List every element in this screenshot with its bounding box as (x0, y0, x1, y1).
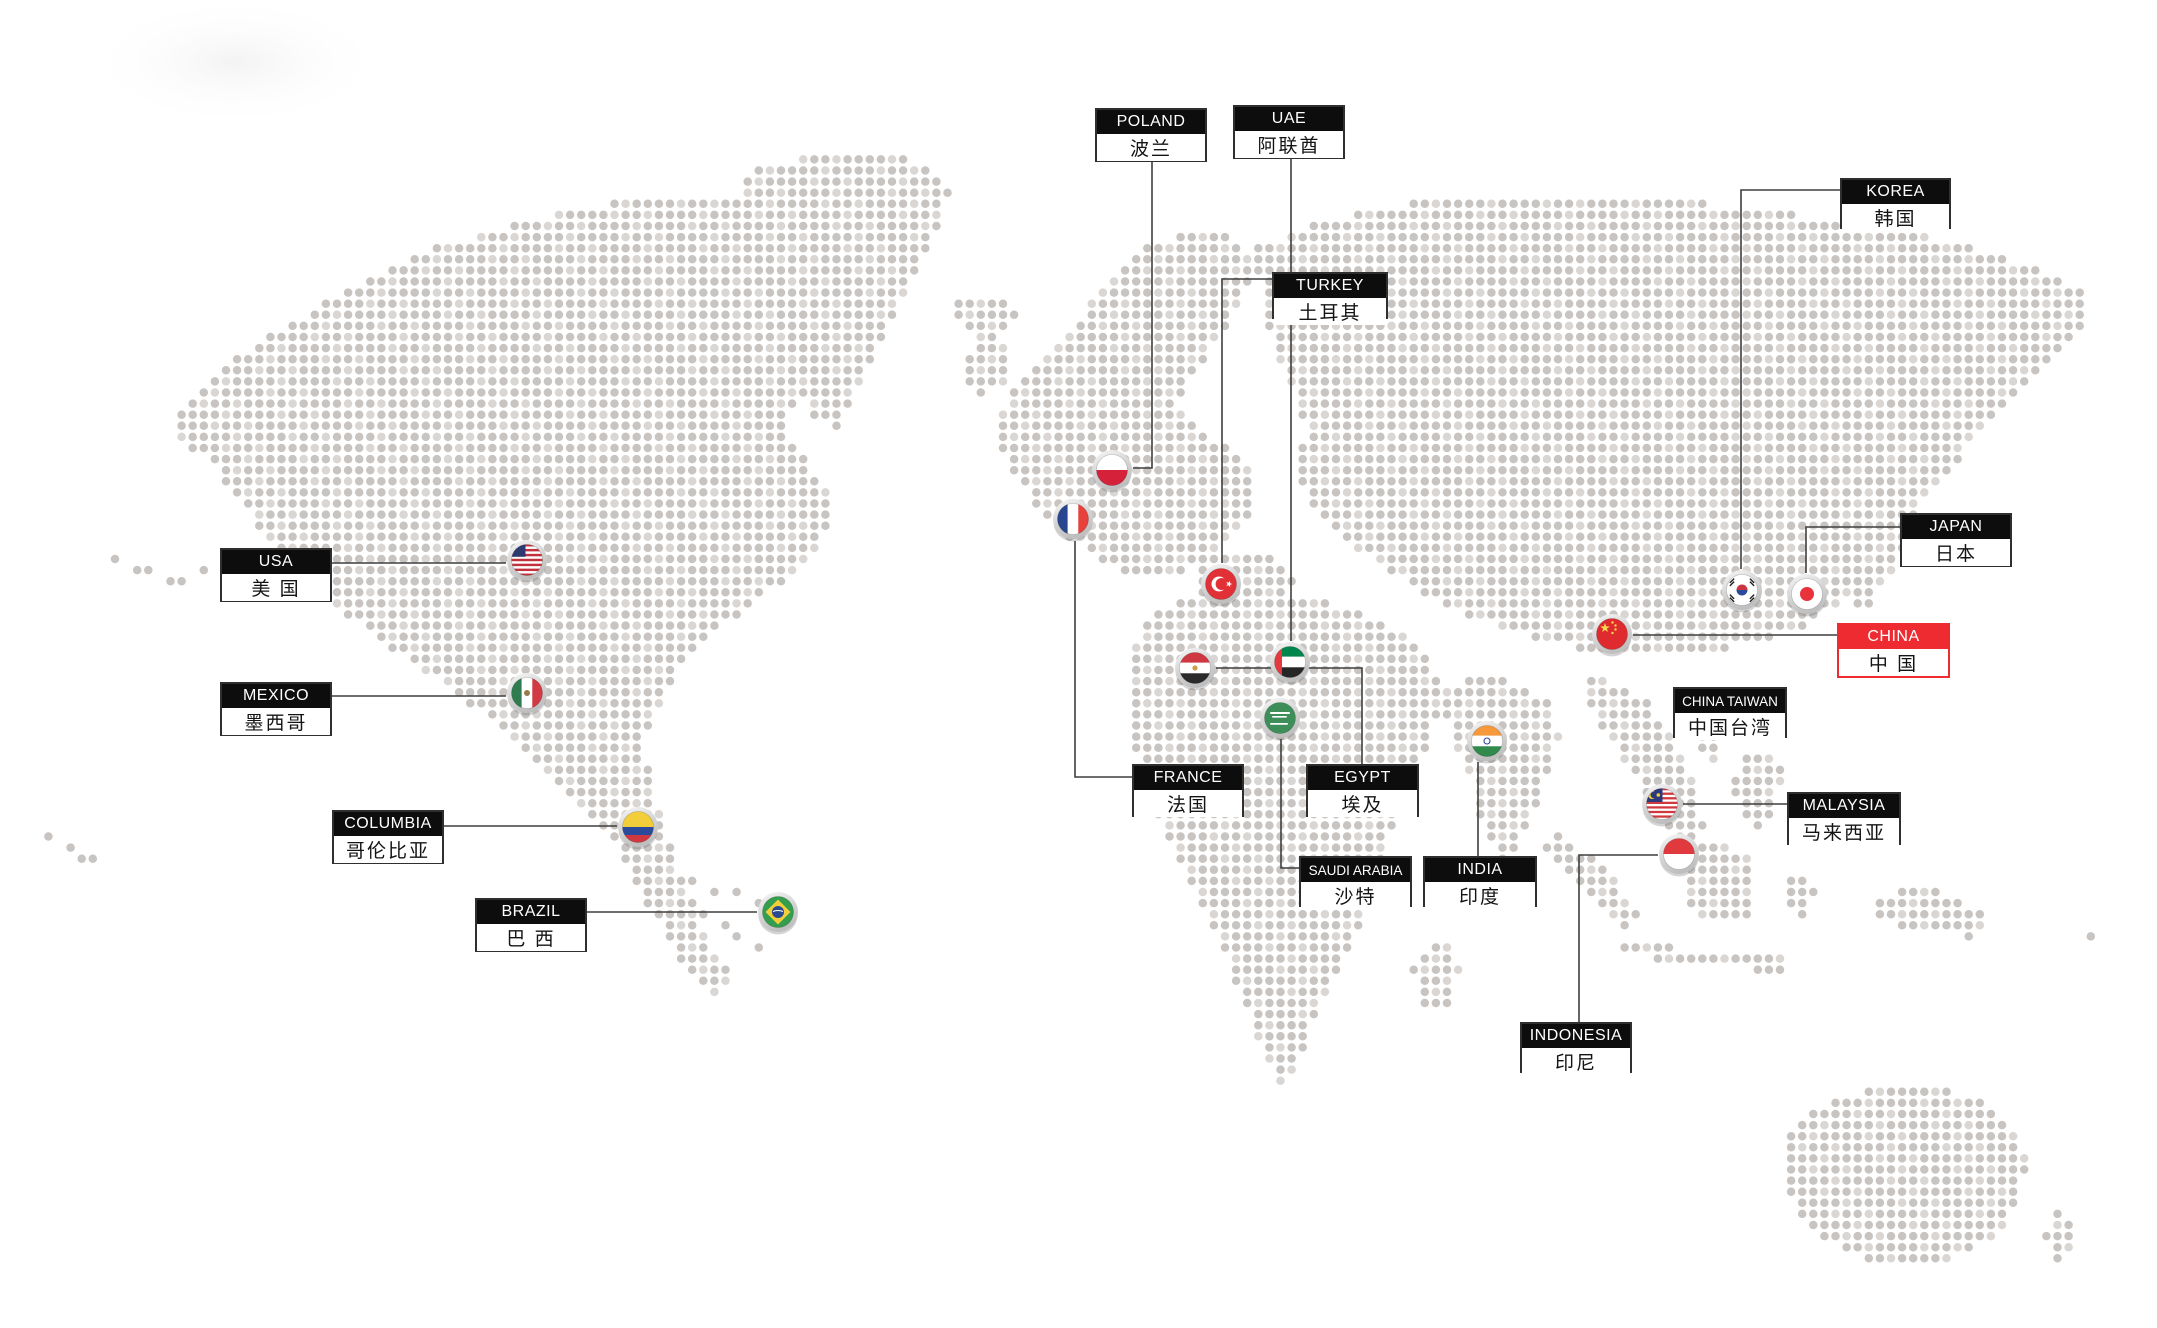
country-name-zh: 土耳其 (1274, 298, 1386, 325)
country-name-zh: 法国 (1134, 790, 1242, 817)
connector-indonesia (1578, 854, 1658, 1022)
country-name-zh: 中 国 (1839, 649, 1948, 676)
connector-poland (1133, 162, 1153, 469)
flag-malaysia-icon (1646, 788, 1678, 820)
marker-egypt (1175, 648, 1215, 691)
country-name-en: FRANCE (1134, 766, 1242, 790)
marker-malaysia (1642, 784, 1682, 827)
country-label-columbia: COLUMBIA 哥伦比亚 (332, 810, 444, 864)
connector-lines (332, 159, 1900, 1022)
marker-turkey (1201, 564, 1241, 607)
country-label-usa: USA 美 国 (220, 548, 332, 602)
flag-japan-icon (1791, 578, 1823, 610)
flag-brazil-icon (762, 896, 794, 928)
country-name-zh: 阿联酋 (1235, 131, 1343, 158)
connector-france (1074, 541, 1132, 778)
country-label-malaysia: MALAYSIA 马来西亚 (1787, 792, 1901, 845)
marker-columbia (618, 807, 658, 850)
connector-turkey (1221, 278, 1272, 563)
flag-china-icon (1596, 618, 1628, 650)
connector-saudi-arabia (1280, 739, 1299, 869)
country-label-japan: JAPAN 日本 (1900, 513, 2012, 567)
marker-brazil (758, 892, 798, 935)
country-name-zh: 墨西哥 (222, 708, 330, 735)
marker-saudi-arabia (1260, 698, 1300, 741)
flag-india-icon (1471, 725, 1503, 757)
flag-saudi-arabia-icon (1264, 702, 1296, 734)
country-name-zh: 日本 (1902, 539, 2010, 566)
marker-japan (1787, 574, 1827, 617)
country-name-en: CHINA TAIWAN (1675, 689, 1785, 713)
marker-korea (1722, 570, 1762, 613)
country-label-brazil: BRAZIL 巴 西 (475, 898, 587, 952)
connector-korea (1740, 189, 1840, 569)
country-label-korea: KOREA 韩国 (1840, 178, 1951, 231)
country-name-en: MEXICO (222, 684, 330, 708)
marker-france (1053, 499, 1093, 542)
country-label-india: INDIA 印度 (1423, 856, 1537, 909)
country-name-zh: 印尼 (1522, 1048, 1630, 1075)
country-name-en: BRAZIL (477, 900, 585, 924)
country-name-zh: 中国台湾 (1675, 713, 1785, 740)
country-label-uae: UAE 阿联酋 (1233, 105, 1345, 159)
country-name-en: INDIA (1425, 858, 1535, 882)
marker-usa (507, 540, 547, 583)
connector-japan (1805, 526, 1900, 573)
country-name-zh: 马来西亚 (1789, 818, 1899, 845)
country-name-en: UAE (1235, 107, 1343, 131)
country-label-turkey: TURKEY 土耳其 (1272, 272, 1388, 325)
country-name-en: POLAND (1097, 110, 1205, 134)
country-name-en: KOREA (1842, 180, 1949, 204)
marker-china (1592, 614, 1632, 657)
country-name-zh: 沙特 (1301, 882, 1410, 909)
country-name-en: COLUMBIA (334, 812, 442, 836)
flag-france-icon (1057, 503, 1089, 535)
flag-columbia-icon (622, 811, 654, 843)
flag-uae-icon (1274, 646, 1306, 678)
country-name-zh: 埃及 (1308, 790, 1417, 817)
country-name-en: USA (222, 550, 330, 574)
map-dots (44, 155, 2096, 1263)
country-label-indonesia: INDONESIA 印尼 (1520, 1022, 1632, 1075)
country-name-zh: 哥伦比亚 (334, 836, 442, 863)
country-name-zh: 韩国 (1842, 204, 1949, 231)
flag-mexico-icon (511, 677, 543, 709)
country-name-zh: 波兰 (1097, 134, 1205, 161)
country-name-en: EGYPT (1308, 766, 1417, 790)
country-label-poland: POLAND 波兰 (1095, 108, 1207, 162)
country-name-en: INDONESIA (1522, 1024, 1630, 1048)
flag-poland-icon (1096, 454, 1128, 486)
flag-egypt-icon (1179, 652, 1211, 684)
flag-turkey-icon (1205, 568, 1237, 600)
flag-indonesia-icon (1663, 838, 1695, 870)
country-label-china-taiwan: CHINA TAIWAN 中国台湾 (1673, 687, 1787, 740)
marker-india (1467, 721, 1507, 764)
flag-korea-icon (1726, 574, 1758, 606)
country-label-france: FRANCE 法国 (1132, 764, 1244, 817)
country-name-zh: 印度 (1425, 882, 1535, 909)
country-label-saudi-arabia: SAUDI ARABIA 沙特 (1299, 856, 1412, 909)
marker-poland (1092, 450, 1132, 493)
country-label-mexico: MEXICO 墨西哥 (220, 682, 332, 736)
marker-uae (1270, 642, 1310, 685)
country-name-en: CHINA (1839, 625, 1948, 649)
country-name-en: MALAYSIA (1789, 794, 1899, 818)
country-name-en: SAUDI ARABIA (1301, 858, 1410, 882)
country-name-zh: 美 国 (222, 574, 330, 601)
country-name-zh: 巴 西 (477, 924, 585, 951)
country-label-china: CHINA 中 国 (1837, 623, 1950, 678)
marker-mexico (507, 673, 547, 716)
country-label-egypt: EGYPT 埃及 (1306, 764, 1419, 817)
country-name-en: TURKEY (1274, 274, 1386, 298)
marker-indonesia (1659, 834, 1699, 877)
country-name-en: JAPAN (1902, 515, 2010, 539)
connector-egypt (1216, 667, 1363, 764)
